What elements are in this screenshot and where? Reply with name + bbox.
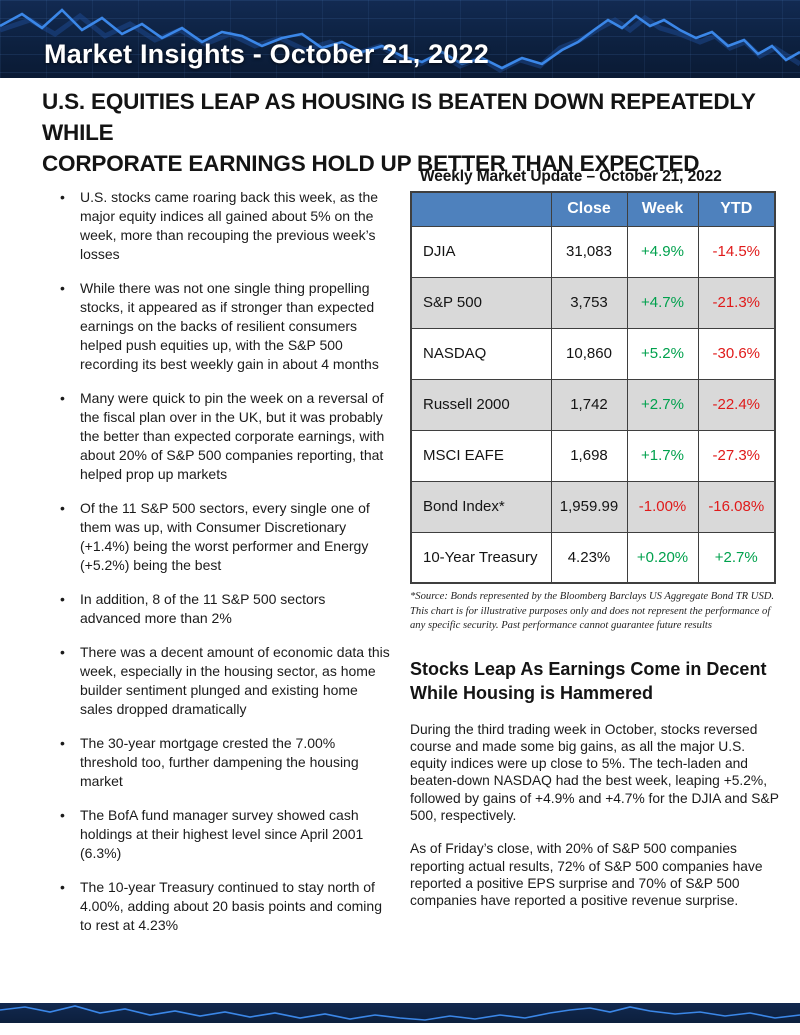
bottom-banner [0,1003,800,1023]
headline-line-1: U.S. EQUITIES LEAP AS HOUSING IS BEATEN … [42,89,756,145]
top-banner: Market Insights - October 21, 2022 [0,0,800,78]
table-row: Russell 2000 1,742 +2.7% -22.4% [410,378,776,431]
bottom-stock-chart-line-icon [0,1005,800,1021]
close-cell: 1,698 [550,429,628,482]
article-paragraph: As of Friday’s close, with 20% of S&P 50… [410,841,763,909]
index-name-cell: Bond Index* [410,480,552,533]
close-cell: 10,860 [550,327,628,380]
bullet-item: The 10-year Treasury continued to stay n… [58,878,390,935]
table-row: MSCI EAFE 1,698 +1.7% -27.3% [410,429,776,482]
page-title: Market Insights - October 21, 2022 [44,39,489,69]
ytd-cell: +2.7% [697,531,776,584]
index-name-cell: MSCI EAFE [410,429,552,482]
right-column: Weekly Market Update – October 21, 2022 … [410,168,779,910]
table-header-row: Close Week YTD [410,191,776,227]
article-heading: Stocks Leap As Earnings Come in Decent W… [410,658,767,703]
ytd-cell: -22.4% [697,378,776,431]
market-table: Close Week YTD DJIA 31,083 +4.9% -14.5% … [410,191,776,584]
bullet-item: In addition, 8 of the 11 S&P 500 sectors… [58,590,390,628]
ytd-cell: -14.5% [697,225,776,278]
bullet-item: U.S. stocks came roaring back this week,… [58,188,390,264]
index-name-cell: 10-Year Treasury [410,531,552,584]
column-header-ytd: YTD [697,191,776,227]
week-cell: +4.7% [626,276,699,329]
column-header-week: Week [626,191,699,227]
index-name-cell: Russell 2000 [410,378,552,431]
week-cell: -1.00% [626,480,699,533]
ytd-cell: -16.08% [697,480,776,533]
headline-line-2: CORPORATE EARNINGS HOLD UP BETTER THAN E… [42,151,700,176]
bullet-item: Many were quick to pin the week on a rev… [58,389,390,484]
week-cell: +5.2% [626,327,699,380]
article-paragraph: During the third trading week in October… [410,721,779,823]
close-cell: 4.23% [550,531,628,584]
table-title: Weekly Market Update – October 21, 2022 [420,168,722,185]
bullet-list: U.S. stocks came roaring back this week,… [58,188,390,950]
week-cell: +2.7% [626,378,699,431]
close-cell: 3,753 [550,276,628,329]
ytd-cell: -30.6% [697,327,776,380]
bullet-item: The BofA fund manager survey showed cash… [58,806,390,863]
article: Stocks Leap As Earnings Come in Decent W… [410,657,779,910]
bullet-item: Of the 11 S&P 500 sectors, every single … [58,499,390,575]
banner-grid-pattern [0,0,800,78]
table-footnote: *Source: Bonds represented by the Bloomb… [410,591,775,631]
ytd-cell: -21.3% [697,276,776,329]
close-cell: 31,083 [550,225,628,278]
ytd-cell: -27.3% [697,429,776,482]
bullet-item: The 30-year mortgage crested the 7.00% t… [58,734,390,791]
table-row: NASDAQ 10,860 +5.2% -30.6% [410,327,776,380]
index-name-cell: NASDAQ [410,327,552,380]
index-name-cell: S&P 500 [410,276,552,329]
headline: U.S. EQUITIES LEAP AS HOUSING IS BEATEN … [42,86,772,179]
week-cell: +0.20% [626,531,699,584]
week-cell: +4.9% [626,225,699,278]
close-cell: 1,959.99 [550,480,628,533]
table-row: S&P 500 3,753 +4.7% -21.3% [410,276,776,329]
table-row: 10-Year Treasury 4.23% +0.20% +2.7% [410,531,776,584]
table-row: Bond Index* 1,959.99 -1.00% -16.08% [410,480,776,533]
index-name-cell: DJIA [410,225,552,278]
table-row: DJIA 31,083 +4.9% -14.5% [410,225,776,278]
stock-chart-line-icon [0,8,800,73]
bullet-item: There was a decent amount of economic da… [58,643,390,719]
week-cell: +1.7% [626,429,699,482]
column-header-close: Close [550,191,628,227]
close-cell: 1,742 [550,378,628,431]
column-header-blank [410,191,552,227]
bullet-item: While there was not one single thing pro… [58,279,390,374]
